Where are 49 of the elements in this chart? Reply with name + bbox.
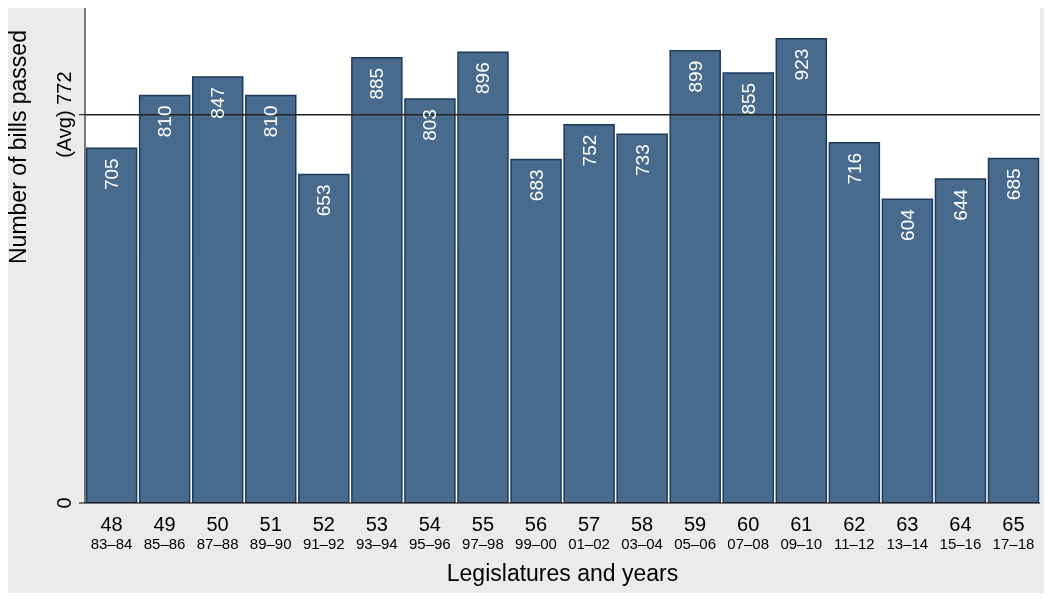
- bar: [722, 72, 775, 503]
- x-tick-label: 48 83–84: [90, 513, 133, 552]
- x-tick-label: 51 89–90: [249, 513, 292, 552]
- data-label: 752: [578, 134, 600, 167]
- x-tick-label: 56 99–00: [515, 513, 557, 552]
- x-axis-title: Legislatures and years: [446, 560, 679, 586]
- x-tick-label: 61 09–10: [780, 513, 823, 552]
- bar: [191, 76, 244, 503]
- data-label: 803: [419, 109, 441, 141]
- x-tick-label: 65 17–18: [992, 513, 1035, 552]
- y-tick-label: 0: [53, 497, 75, 509]
- x-tick-label: 50 87–88: [196, 513, 239, 552]
- bar: [987, 157, 1040, 503]
- data-label: 653: [313, 184, 335, 217]
- x-tick-label: 54 95–96: [409, 513, 451, 552]
- x-tick-label: 49 85–86: [143, 513, 186, 552]
- x-tick-label: 59 05–06: [674, 513, 716, 552]
- x-tick-label: 57 01–02: [568, 513, 610, 552]
- x-tick-label: 55 97–98: [462, 513, 504, 552]
- data-label: 685: [1003, 168, 1025, 201]
- data-label: 644: [949, 188, 971, 221]
- y-tick-label: (Avg) 772: [53, 71, 75, 158]
- x-tick-label: 62 11–12: [834, 513, 875, 552]
- x-tick-label: 64 15–16: [939, 513, 982, 552]
- data-label: 733: [631, 144, 653, 176]
- data-label: 683: [525, 169, 547, 202]
- bar: [138, 94, 191, 503]
- x-tick-label: 53 93–94: [355, 513, 398, 552]
- data-label: 810: [154, 105, 176, 138]
- data-label: 899: [684, 60, 706, 93]
- data-label: 604: [896, 208, 918, 241]
- bar: [85, 147, 138, 503]
- data-label: 896: [472, 62, 494, 94]
- data-label: 885: [366, 67, 388, 100]
- x-tick-label: 58 03–04: [621, 513, 663, 552]
- x-tick-label: 60 07–08: [727, 513, 770, 552]
- bar: [934, 178, 987, 503]
- x-tick-label: 63 13–14: [886, 513, 929, 552]
- data-label: 847: [207, 86, 229, 119]
- data-label: 855: [737, 82, 759, 115]
- x-tick-label: 52 91–92: [302, 513, 345, 552]
- bar: [775, 37, 828, 503]
- bar: [881, 198, 934, 503]
- data-label: 716: [843, 152, 865, 185]
- y-axis-title: Number of bills passed: [5, 30, 32, 264]
- bar: [828, 142, 881, 503]
- data-label: 705: [101, 158, 123, 191]
- data-label: 923: [790, 48, 812, 81]
- data-label: 810: [260, 105, 282, 138]
